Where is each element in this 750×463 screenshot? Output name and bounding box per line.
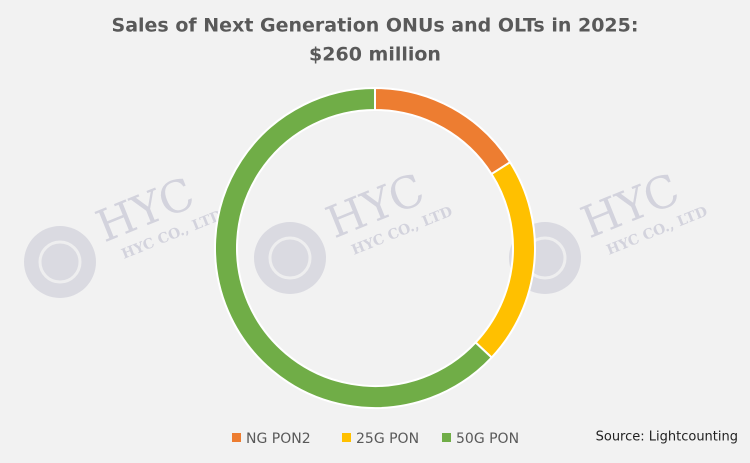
- source: Source: Lightcounting: [596, 430, 738, 445]
- watermark-logo-inner: [38, 240, 82, 284]
- donut-segment: [214, 86, 494, 409]
- chart-title: Sales of Next Generation ONUs and OLTs i…: [112, 15, 639, 37]
- legend-swatch: [232, 433, 241, 442]
- watermark-logo-inner: [268, 236, 312, 280]
- watermark-logo: [254, 222, 326, 294]
- legend-swatch: [442, 433, 451, 442]
- watermark-logo: [24, 226, 96, 298]
- legend-label: 50G PON: [456, 431, 519, 447]
- legend-label: 25G PON: [356, 431, 419, 447]
- donut: [214, 86, 536, 409]
- legend-swatch: [342, 433, 351, 442]
- legend-label: NG PON2: [246, 431, 311, 447]
- chart-subtitle: $260 million: [309, 44, 441, 66]
